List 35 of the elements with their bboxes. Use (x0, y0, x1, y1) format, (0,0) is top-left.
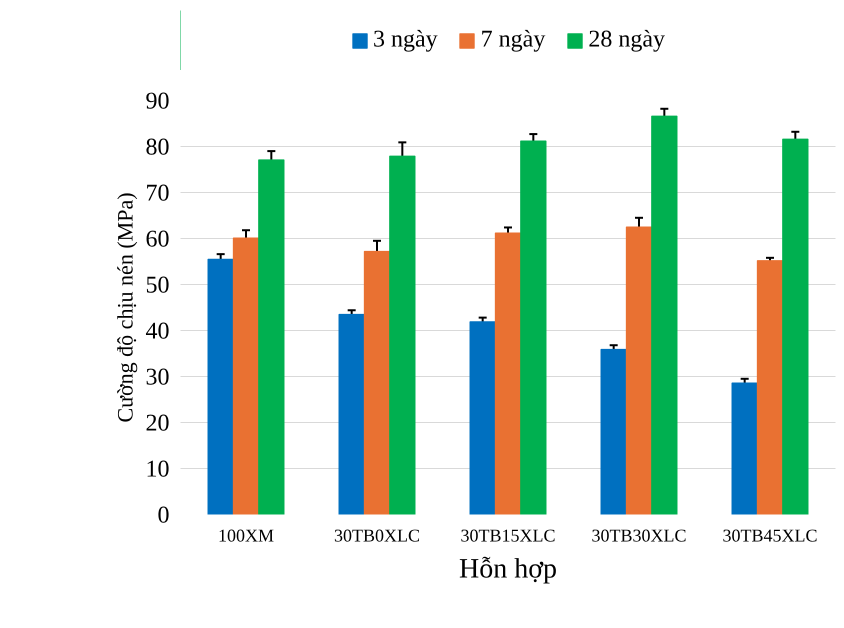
y-tick-label: 10 (146, 456, 170, 482)
y-tick-label: 40 (146, 318, 170, 344)
bar (258, 159, 284, 514)
legend-label: 28 ngày (588, 26, 665, 54)
y-tick-label: 50 (146, 272, 170, 298)
y-tick-label: 80 (146, 134, 170, 160)
bar (732, 382, 758, 514)
bar (364, 250, 390, 514)
bar (470, 321, 496, 514)
bar (782, 138, 808, 514)
y-tick-label: 0 (158, 502, 170, 528)
x-tick-label: 30TB30XLC (592, 526, 687, 546)
bar (756, 260, 784, 514)
legend-label: 7 ngày (480, 26, 546, 54)
x-tick-label: 30TB15XLC (460, 526, 556, 546)
x-tick-label: 30TB45XLC (722, 526, 818, 546)
legend-label: 3 ngày (373, 26, 438, 54)
bar (494, 232, 522, 514)
y-axis-title: Cường độ chịu nén (MPa) (112, 192, 138, 423)
x-axis-title: Hỗn hợp (458, 554, 558, 584)
bar (651, 116, 678, 514)
bar (520, 140, 546, 514)
y-tick-label: 30 (146, 364, 170, 390)
bar (389, 156, 416, 514)
bar (600, 348, 627, 514)
bar (626, 226, 652, 514)
bar (338, 314, 365, 514)
y-tick-label: 90 (146, 88, 170, 114)
bar (208, 258, 234, 514)
x-tick-label: 100XM (218, 526, 274, 546)
y-tick-label: 60 (146, 226, 170, 252)
x-tick-label: 30TB0XLC (334, 526, 420, 546)
y-tick-label: 20 (146, 410, 170, 436)
y-tick-label: 70 (146, 180, 170, 206)
bar (232, 238, 260, 514)
